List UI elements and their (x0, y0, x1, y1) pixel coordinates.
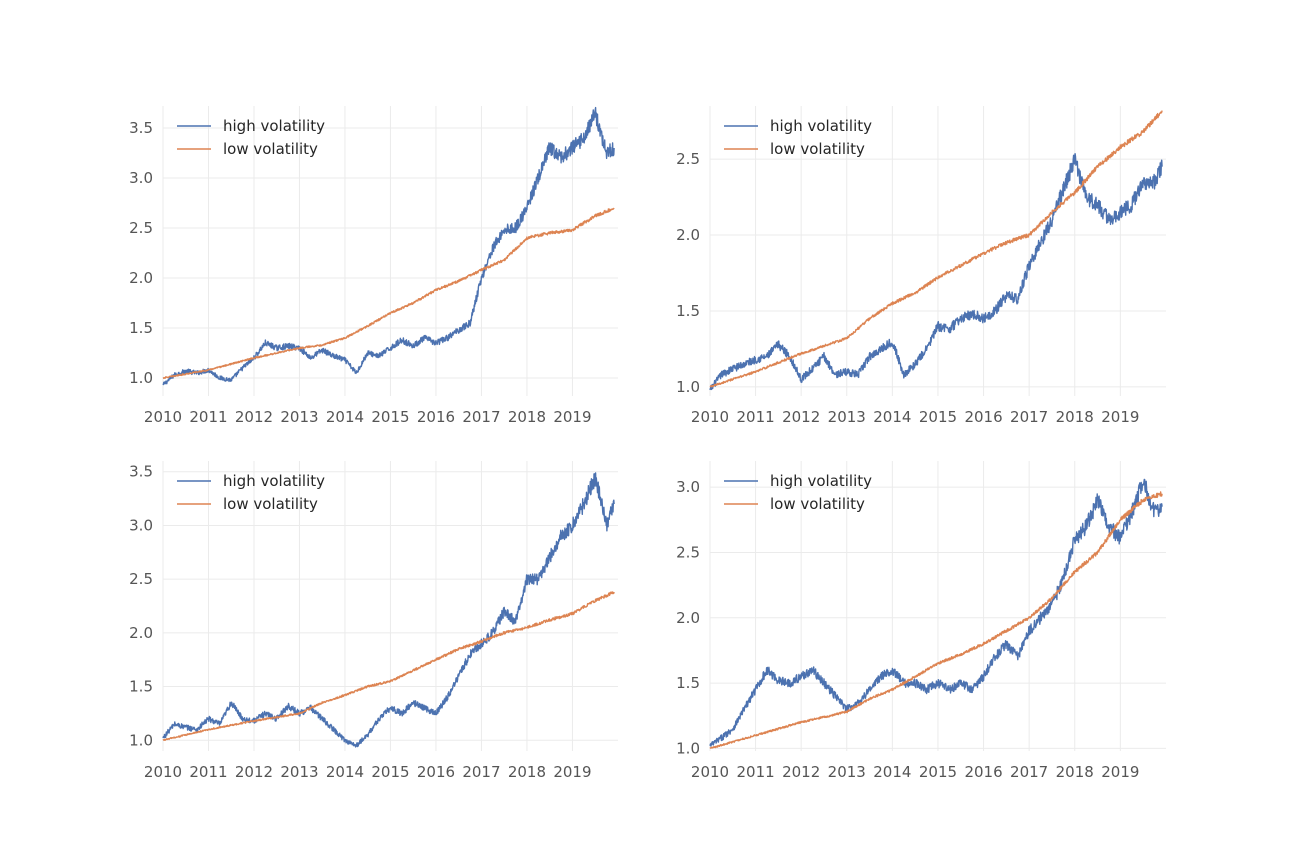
chart-panel-1: 2010 2011 2012 2013 2014 2015 2016 2017 2018 2019… (129, 106, 618, 426)
x-tick-label: 2017 (462, 763, 500, 781)
x-tick-label: 2017 (462, 408, 500, 426)
series-line-high-volatility (709, 478, 1163, 747)
legend-label: low volatility (223, 495, 318, 513)
y-tick-label: 1.5 (676, 674, 700, 692)
x-tick-label: 2014 (873, 408, 911, 426)
grid-lines (709, 461, 1166, 751)
y-tick-label: 2.5 (129, 219, 153, 237)
x-tick-label: 2013 (280, 408, 318, 426)
y-tick-label: 2.0 (676, 226, 700, 244)
x-tick-label: 2016 (417, 763, 455, 781)
y-tick-label: 1.0 (129, 369, 153, 387)
y-tick-label: 1.5 (129, 319, 153, 337)
legend: high volatility low volatility (724, 472, 872, 513)
x-tick-label: 2010 (691, 408, 729, 426)
y-tick-label: 3.5 (129, 119, 153, 137)
x-tick-label: 2019 (553, 763, 591, 781)
series-line-high-volatility (162, 106, 615, 386)
x-tick-label: 2014 (326, 408, 364, 426)
x-tick-label: 2011 (189, 763, 227, 781)
x-tick-label: 2012 (235, 408, 273, 426)
series-line-low-volatility (709, 110, 1163, 388)
chart-panel-4: 2010 2011 2012 2013 2014 2015 2016 2017 2018 2019… (676, 461, 1166, 781)
x-tick-label: 2010 (691, 763, 729, 781)
legend-label: low volatility (770, 495, 865, 513)
y-tick-label: 1.0 (129, 731, 153, 749)
legend-label: high volatility (770, 472, 872, 490)
x-tick-label: 2011 (736, 408, 774, 426)
legend-label: high volatility (223, 117, 325, 135)
y-tick-label: 2.5 (676, 150, 700, 168)
x-tick-label: 2015 (919, 408, 957, 426)
y-tick-label: 3.0 (129, 169, 153, 187)
legend: high volatility low volatility (177, 117, 325, 158)
chart-panel-2: 2010 2011 2012 2013 2014 2015 2016 2017 2018 2019… (676, 106, 1166, 426)
x-tick-label: 2018 (508, 763, 546, 781)
x-tick-label: 2012 (782, 408, 820, 426)
x-tick-label: 2010 (144, 763, 182, 781)
legend: high volatility low volatility (724, 117, 872, 158)
x-tick-label: 2012 (782, 763, 820, 781)
x-tick-label: 2016 (417, 408, 455, 426)
x-tick-label: 2018 (1056, 763, 1094, 781)
y-tick-label: 3.5 (129, 463, 153, 481)
x-tick-label: 2012 (235, 763, 273, 781)
grid-lines (162, 461, 618, 751)
legend-label: low volatility (223, 140, 318, 158)
x-tick-label: 2014 (873, 763, 911, 781)
x-tick-label: 2013 (828, 763, 866, 781)
series-line-high-volatility (709, 153, 1163, 391)
y-tick-label: 3.0 (676, 478, 700, 496)
x-tick-label: 2013 (280, 763, 318, 781)
x-tick-label: 2011 (736, 763, 774, 781)
grid-lines (709, 106, 1166, 396)
x-tick-label: 2013 (828, 408, 866, 426)
x-tick-label: 2017 (1010, 408, 1048, 426)
chart-panel-3: 2010 2011 2012 2013 2014 2015 2016 2017 2018 2019… (129, 461, 618, 781)
x-tick-label: 2010 (144, 408, 182, 426)
y-tick-label: 2.5 (129, 570, 153, 588)
x-tick-label: 2015 (919, 763, 957, 781)
y-tick-label: 1.0 (676, 378, 700, 396)
x-tick-label: 2017 (1010, 763, 1048, 781)
y-tick-label: 1.5 (129, 678, 153, 696)
x-tick-label: 2015 (371, 408, 409, 426)
grid-lines (162, 106, 618, 396)
legend: high volatility low volatility (177, 472, 325, 513)
y-tick-label: 1.5 (676, 302, 700, 320)
x-tick-label: 2015 (371, 763, 409, 781)
legend-label: low volatility (770, 140, 865, 158)
series-line-high-volatility (162, 472, 615, 748)
x-tick-label: 2018 (1056, 408, 1094, 426)
x-tick-label: 2019 (1101, 763, 1139, 781)
series-line-low-volatility (162, 591, 615, 741)
y-tick-label: 3.0 (129, 516, 153, 534)
y-tick-label: 2.0 (129, 624, 153, 642)
series-line-low-volatility (709, 491, 1163, 749)
x-tick-label: 2011 (189, 408, 227, 426)
y-tick-label: 2.0 (676, 609, 700, 627)
x-tick-label: 2018 (508, 408, 546, 426)
x-tick-label: 2019 (553, 408, 591, 426)
y-tick-label: 1.0 (676, 739, 700, 757)
y-tick-label: 2.0 (129, 269, 153, 287)
y-tick-label: 2.5 (676, 543, 700, 561)
x-tick-label: 2014 (326, 763, 364, 781)
series-line-low-volatility (162, 207, 615, 379)
x-tick-label: 2016 (964, 408, 1002, 426)
x-tick-label: 2016 (964, 763, 1002, 781)
legend-label: high volatility (770, 117, 872, 135)
x-tick-label: 2019 (1101, 408, 1139, 426)
legend-label: high volatility (223, 472, 325, 490)
